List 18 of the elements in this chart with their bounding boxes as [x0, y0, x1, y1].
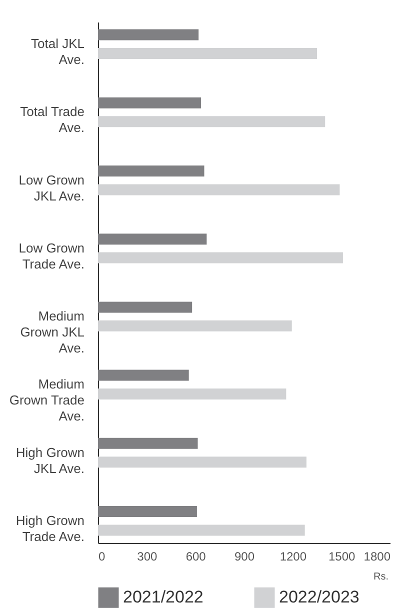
x-tick-label: 900 — [234, 550, 255, 564]
x-tick-label: 1500 — [328, 550, 356, 564]
y-tick-label: Low Grown JKL Ave. — [18, 172, 84, 204]
x-tick-label: 600 — [186, 550, 206, 564]
y-tick-label: High Grown JKL Ave. — [16, 444, 84, 476]
y-tick-label: High Grown Trade Ave. — [16, 512, 84, 544]
y-tick-label: Low Grown Trade Ave. — [18, 240, 84, 272]
legend-label: 2022/2023 — [279, 588, 360, 607]
x-tick-label: 1800 — [364, 550, 391, 564]
legend-label: 2021/2022 — [123, 588, 204, 607]
y-tick-label: Total JKL Ave. — [31, 36, 84, 68]
y-tick-label: Medium Grown JKL Ave. — [20, 308, 84, 356]
x-tick-label: 0 — [98, 550, 106, 564]
y-tick-label: Medium Grown Trade Ave. — [9, 376, 84, 424]
x-tick-label: 1200 — [280, 550, 307, 564]
x-axis-title: Rs. — [374, 572, 388, 582]
x-tick-label: 300 — [137, 550, 158, 564]
y-tick-label: Total Trade Ave. — [20, 104, 84, 136]
